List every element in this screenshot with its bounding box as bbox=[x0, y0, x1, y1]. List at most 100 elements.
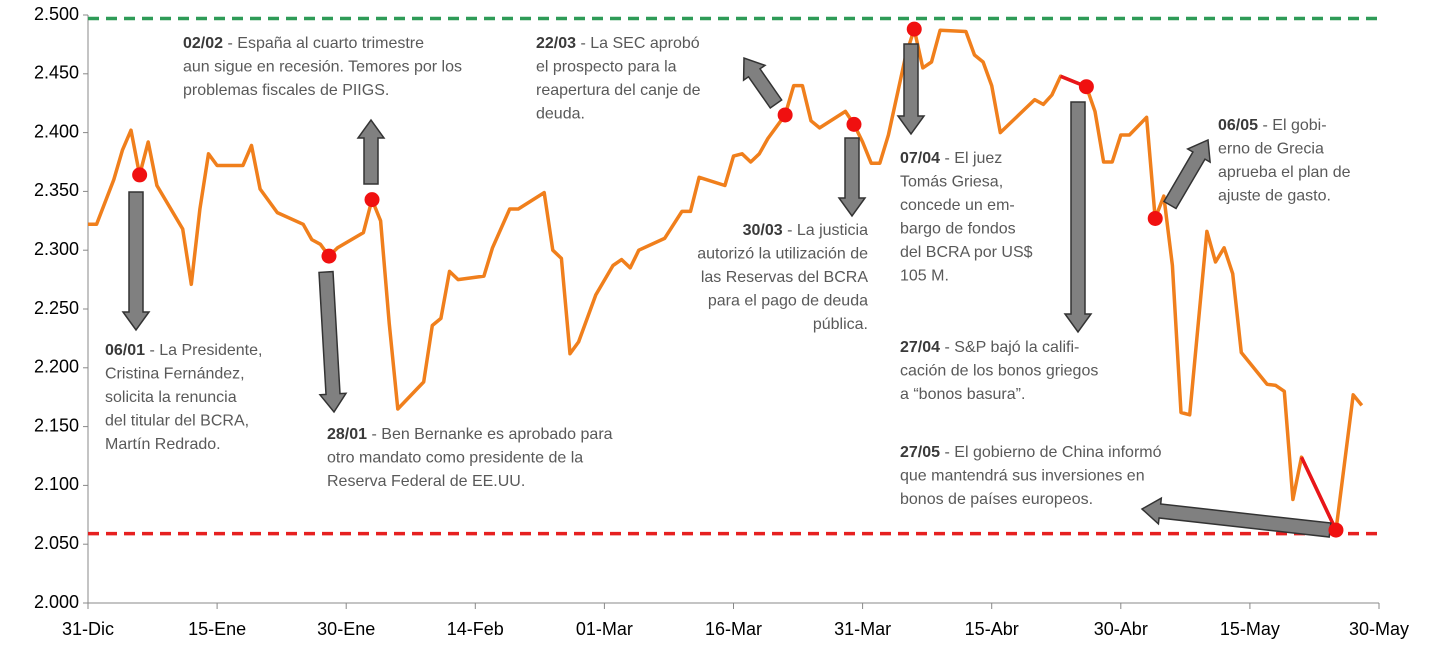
annotation: 30/03 - La justicia autorizó la utilizaci… bbox=[697, 222, 868, 333]
x-tick-label: 15-Abr bbox=[965, 619, 1019, 639]
annotation-text: - Ben Bernanke es aprobado para bbox=[367, 426, 613, 443]
x-tick-label: 31-Mar bbox=[834, 619, 891, 639]
annotation-date: 22/03 bbox=[536, 35, 576, 52]
annotation-text: - La SEC aprobó bbox=[576, 35, 700, 52]
annotation-text: bargo de fondos bbox=[900, 221, 1016, 238]
annotation: 28/01 - Ben Bernanke es aprobado para otr… bbox=[327, 426, 613, 490]
annotation-text: Martín Redrado. bbox=[105, 436, 221, 453]
annotation-line: 30/03 - La justicia bbox=[743, 222, 869, 239]
annotation-text: - La Presidente, bbox=[145, 342, 262, 359]
event-marker bbox=[364, 192, 380, 208]
annotation: 27/04 - S&P bajó la califi-cación de los… bbox=[900, 339, 1098, 403]
event-marker bbox=[1328, 522, 1344, 538]
annotation-text: cación de los bonos griegos bbox=[900, 363, 1098, 380]
annotation-text: - El juez bbox=[940, 150, 1002, 167]
annotation-line: 28/01 - Ben Bernanke es aprobado para bbox=[327, 426, 613, 443]
annotation-text: pública. bbox=[813, 316, 868, 333]
annotation-text: aun sigue en recesión. Temores por los bbox=[183, 59, 462, 76]
y-tick-label: 2.100 bbox=[34, 474, 79, 494]
annotation-line: 06/01 - La Presidente, bbox=[105, 342, 262, 359]
event-marker bbox=[846, 116, 862, 132]
annotation-text: deuda. bbox=[536, 106, 585, 123]
x-tick-label: 01-Mar bbox=[576, 619, 633, 639]
arrow bbox=[1140, 496, 1332, 538]
annotation-text: concede un em- bbox=[900, 197, 1015, 214]
y-tick-label: 2.050 bbox=[34, 533, 79, 553]
y-tick-label: 2.300 bbox=[34, 239, 79, 259]
y-tick-label: 2.400 bbox=[34, 121, 79, 141]
event-marker bbox=[906, 21, 922, 37]
data-line bbox=[1299, 456, 1338, 531]
annotation-text: - España al cuarto trimestre bbox=[223, 35, 424, 52]
annotation-line: 27/04 - S&P bajó la califi- bbox=[900, 339, 1079, 356]
arrow bbox=[896, 43, 926, 136]
annotation-text: que mantendrá sus inversiones en bbox=[900, 468, 1145, 485]
annotation-date: 06/01 bbox=[105, 342, 145, 359]
annotation-text: bonos de países europeos. bbox=[900, 491, 1093, 508]
annotation-text: erno de Grecia bbox=[1218, 141, 1324, 158]
annotation-line: 27/05 - El gobierno de China informó bbox=[900, 444, 1162, 461]
x-tick-label: 30-Abr bbox=[1094, 619, 1148, 639]
event-marker bbox=[1078, 79, 1094, 95]
annotation: 02/02 - España al cuarto trimestre aun si… bbox=[183, 35, 462, 99]
x-tick-label: 30-Ene bbox=[317, 619, 375, 639]
annotation-text: otro mandato como presidente de la bbox=[327, 450, 583, 467]
annotation-text: - La justicia bbox=[783, 222, 868, 239]
annotation: 22/03 - La SEC aprobó el prospecto para l… bbox=[536, 35, 701, 123]
x-tick-label: 31-Dic bbox=[62, 619, 114, 639]
annotation-text: - S&P bajó la califi- bbox=[940, 339, 1079, 356]
annotation-date: 30/03 bbox=[743, 222, 783, 239]
y-tick-label: 2.350 bbox=[34, 180, 79, 200]
y-tick-label: 2.250 bbox=[34, 298, 79, 318]
y-tick-label: 2.150 bbox=[34, 415, 79, 435]
arrow bbox=[742, 56, 783, 110]
annotation: 07/04 - El juez Tomás Griesa, concede un e… bbox=[900, 150, 1033, 285]
arrow bbox=[1063, 101, 1093, 334]
data-line bbox=[88, 27, 1364, 532]
annotation-date: 07/04 bbox=[900, 150, 940, 167]
annotation-text: para el pago de deuda bbox=[708, 293, 868, 310]
annotation-date: 02/02 bbox=[183, 35, 223, 52]
x-tick-label: 16-Mar bbox=[705, 619, 762, 639]
annotation-text: problemas fiscales de PIIGS. bbox=[183, 82, 389, 99]
event-marker bbox=[321, 248, 337, 264]
annotation: 06/05 - El gobi-erno de Grecia aprueba el… bbox=[1218, 117, 1351, 205]
annotation-text: - El gobi- bbox=[1258, 117, 1326, 134]
event-marker bbox=[777, 107, 793, 123]
y-tick-label: 2.500 bbox=[34, 4, 79, 24]
arrow bbox=[121, 191, 151, 332]
x-tick-label: 30-May bbox=[1349, 619, 1409, 639]
annotation-line: 22/03 - La SEC aprobó bbox=[536, 35, 700, 52]
annotation-text: autorizó la utilización de bbox=[697, 246, 868, 263]
annotation-line: 02/02 - España al cuarto trimestre bbox=[183, 35, 424, 52]
annotation-text: ajuste de gasto. bbox=[1218, 188, 1331, 205]
annotation-text: las Reservas del BCRA bbox=[701, 269, 869, 286]
x-tick-label: 15-May bbox=[1220, 619, 1280, 639]
y-tick-label: 2.000 bbox=[34, 592, 79, 612]
arrow bbox=[318, 270, 348, 414]
annotation-text: del titular del BCRA, bbox=[105, 413, 249, 430]
annotation-date: 27/05 bbox=[900, 444, 940, 461]
annotation-text: a “bonos basura”. bbox=[900, 386, 1025, 403]
annotation-text: 105 M. bbox=[900, 268, 949, 285]
y-tick-label: 2.200 bbox=[34, 357, 79, 377]
arrow bbox=[356, 118, 386, 185]
annotation-text: Tomás Griesa, bbox=[900, 174, 1003, 191]
annotation-text: Reserva Federal de EE.UU. bbox=[327, 473, 525, 490]
annotation-text: el prospecto para la bbox=[536, 59, 677, 76]
arrow bbox=[837, 137, 867, 218]
annotation-text: - El gobierno de China informó bbox=[940, 444, 1162, 461]
annotation-text: solicita la renuncia bbox=[105, 389, 237, 406]
annotation: 27/05 - El gobierno de China informó que … bbox=[900, 444, 1162, 508]
x-tick-label: 14-Feb bbox=[447, 619, 504, 639]
x-tick-label: 15-Ene bbox=[188, 619, 246, 639]
annotation-line: 06/05 - El gobi- bbox=[1218, 117, 1327, 134]
event-marker bbox=[1147, 210, 1163, 226]
annotation-date: 27/04 bbox=[900, 339, 940, 356]
annotation-text: Cristina Fernández, bbox=[105, 366, 245, 383]
annotation-date: 06/05 bbox=[1218, 117, 1258, 134]
annotation-date: 28/01 bbox=[327, 426, 367, 443]
event-marker bbox=[132, 167, 148, 183]
